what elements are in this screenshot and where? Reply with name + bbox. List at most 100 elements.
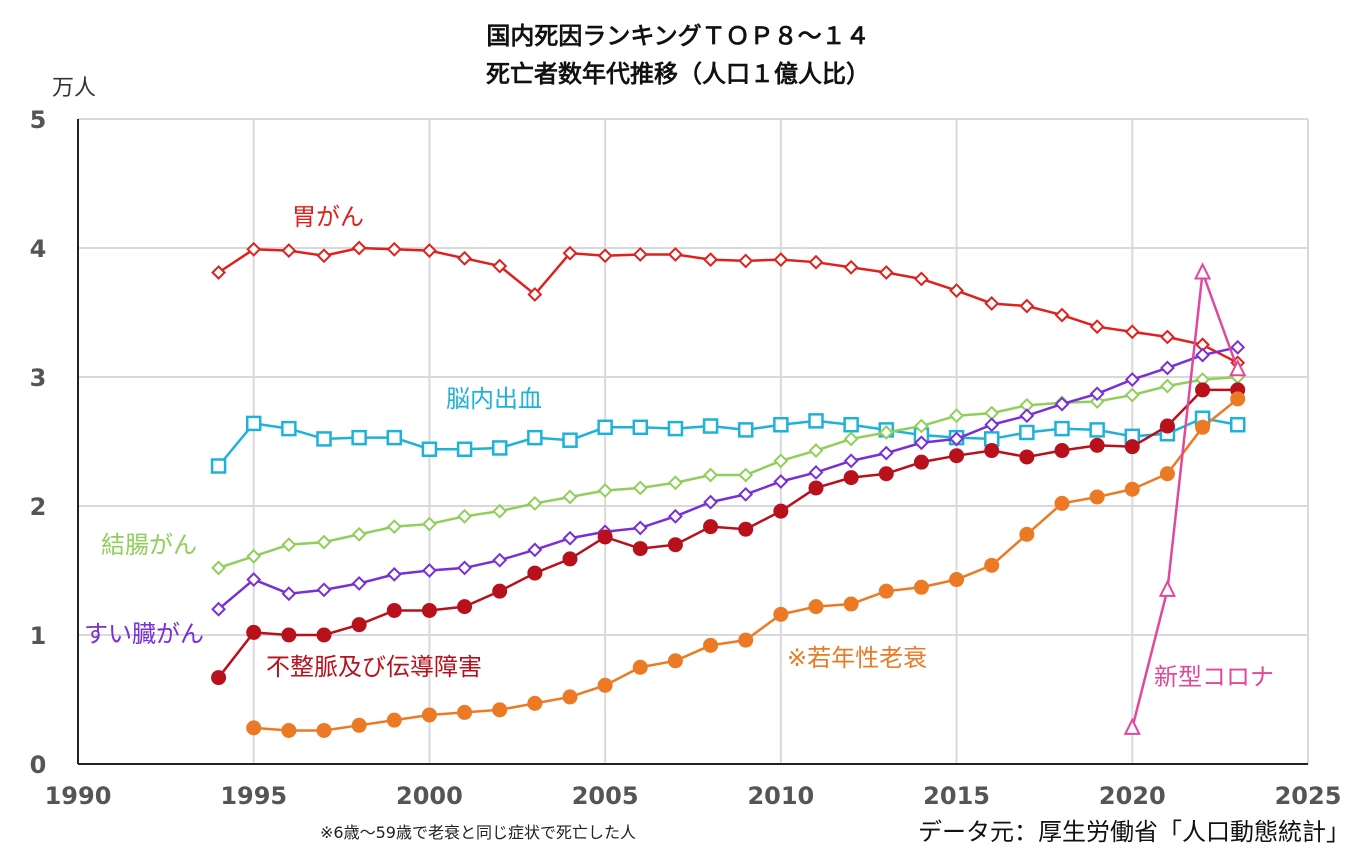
y-tick-label: 4 <box>30 235 47 263</box>
data-point <box>1193 262 1212 280</box>
data-point <box>316 722 332 738</box>
data-point <box>1089 437 1105 453</box>
data-point <box>1159 466 1175 482</box>
data-point <box>422 563 437 578</box>
data-point <box>210 458 227 474</box>
data-point <box>737 422 754 438</box>
data-point <box>281 420 297 437</box>
data-point <box>738 486 754 502</box>
data-point <box>1054 420 1070 437</box>
data-point <box>1160 360 1175 376</box>
data-point <box>668 247 683 262</box>
data-point <box>246 241 262 257</box>
data-point <box>703 637 719 653</box>
data-point <box>949 283 964 298</box>
data-point <box>1195 347 1210 363</box>
series-3 <box>211 339 1246 617</box>
series-label-3: すい臓がん <box>84 620 204 648</box>
gridlines <box>77 118 1309 765</box>
data-point <box>1124 481 1140 497</box>
series-5 <box>246 391 1246 738</box>
data-point <box>632 659 648 675</box>
data-point <box>281 627 297 643</box>
series-6 <box>1123 262 1247 735</box>
data-point <box>632 480 648 496</box>
data-point <box>246 624 262 640</box>
data-point <box>632 419 649 436</box>
data-point <box>1019 408 1035 424</box>
data-point <box>738 632 754 648</box>
data-point <box>1089 386 1105 402</box>
x-tick-label: 2015 <box>923 782 990 810</box>
data-point <box>984 296 1000 311</box>
data-point <box>914 418 929 434</box>
data-point <box>562 432 578 448</box>
data-point <box>843 416 859 433</box>
data-point <box>1019 449 1035 465</box>
data-point <box>386 712 402 728</box>
data-point <box>492 258 508 274</box>
series-line <box>217 416 1238 467</box>
data-point <box>562 689 578 705</box>
data-point <box>492 702 508 718</box>
data-point <box>1229 359 1247 377</box>
data-point <box>702 418 719 434</box>
data-point <box>632 541 648 557</box>
data-point <box>246 548 262 564</box>
data-point <box>527 695 543 711</box>
data-point <box>632 520 648 536</box>
data-point <box>1124 387 1140 403</box>
data-point <box>351 717 367 733</box>
data-point <box>914 435 929 451</box>
data-point <box>527 565 543 581</box>
data-point <box>984 557 1000 573</box>
data-point <box>316 534 332 550</box>
data-point <box>773 474 789 489</box>
data-point <box>211 670 227 686</box>
data-point <box>386 602 402 618</box>
data-point <box>773 503 789 519</box>
x-tick-label: 2010 <box>747 782 814 810</box>
data-point <box>421 602 437 618</box>
data-point <box>421 441 438 457</box>
data-point <box>878 265 894 280</box>
series-label-1: 脳内出血 <box>446 385 542 413</box>
data-point <box>878 583 894 599</box>
data-point <box>1159 418 1175 434</box>
data-point <box>1158 579 1177 597</box>
data-point <box>1160 329 1175 345</box>
data-point <box>667 420 684 437</box>
data-point <box>316 582 332 598</box>
data-point <box>843 453 859 469</box>
x-tick-label: 2020 <box>1099 782 1166 810</box>
data-point <box>878 466 894 482</box>
data-point <box>667 653 683 669</box>
data-point <box>597 677 613 693</box>
series-line <box>218 375 1238 570</box>
data-point <box>1019 424 1035 441</box>
data-point <box>562 530 578 546</box>
series-line <box>1131 272 1239 729</box>
series-0 <box>211 240 1246 371</box>
data-point <box>1229 416 1246 433</box>
data-point <box>1089 394 1105 409</box>
data-point <box>878 425 894 440</box>
data-point <box>597 419 613 436</box>
data-point <box>949 572 965 588</box>
series-line <box>217 246 1239 364</box>
series-label-6: 新型コロナ <box>1154 663 1274 691</box>
data-point <box>422 243 437 258</box>
data-point <box>562 245 578 261</box>
data-point <box>914 271 929 287</box>
data-point <box>984 443 1000 459</box>
data-point <box>491 440 508 456</box>
y-tick-label: 1 <box>30 622 47 650</box>
data-point <box>1195 419 1211 435</box>
data-point <box>808 465 824 480</box>
data-point <box>527 542 543 558</box>
data-point <box>281 243 297 258</box>
data-point <box>492 503 508 519</box>
series-2 <box>211 369 1246 576</box>
